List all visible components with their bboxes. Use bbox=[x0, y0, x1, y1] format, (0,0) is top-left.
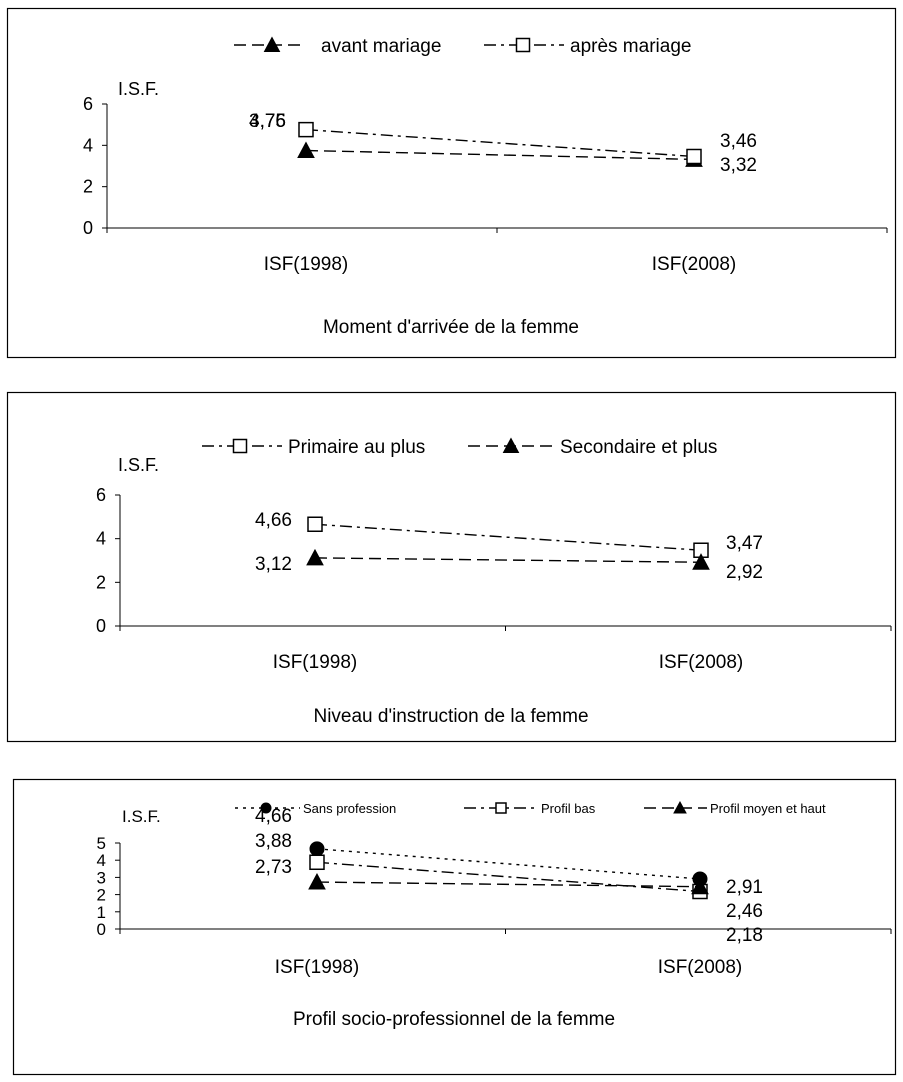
data-point bbox=[691, 877, 709, 895]
y-tick-label: 5 bbox=[97, 834, 106, 853]
data-label: 4,76 bbox=[249, 111, 286, 132]
y-axis-label: I.S.F. bbox=[118, 455, 159, 475]
legend-label: avant mariage bbox=[321, 36, 441, 57]
data-label: 3,32 bbox=[720, 155, 757, 176]
x-tick-label: ISF(2008) bbox=[658, 957, 742, 978]
series-1: 3,75 3,32 bbox=[249, 111, 757, 176]
legend-marker bbox=[673, 800, 687, 814]
series-line bbox=[316, 861, 701, 893]
y-tick-label: 0 bbox=[96, 616, 106, 636]
chart-frame bbox=[6, 391, 897, 743]
data-label: 2,18 bbox=[726, 925, 763, 946]
data-point bbox=[306, 548, 324, 566]
series-line bbox=[316, 881, 701, 888]
legend: avant mariage après mariage bbox=[234, 36, 691, 57]
series-3: 2,73 2,46 bbox=[255, 857, 763, 922]
chart-2: 0 2 4 6 I.S.F. ISF(1998) ISF(2008) Niveau d'ins… bbox=[6, 391, 897, 743]
series-line bbox=[316, 848, 701, 880]
y-tick-label: 6 bbox=[96, 485, 106, 505]
legend: Sans profession Profil bas Profil moyen et… bbox=[235, 800, 826, 816]
y-tick-label: 2 bbox=[96, 572, 106, 592]
series-line bbox=[305, 149, 695, 161]
series-line bbox=[314, 523, 702, 551]
chart-frame bbox=[12, 778, 897, 1076]
y-tick-label: 1 bbox=[97, 903, 106, 922]
data-label: 2,46 bbox=[726, 901, 763, 922]
data-point bbox=[307, 516, 323, 533]
x-axis-label: Profil socio-professionnel de la femme bbox=[293, 1009, 615, 1030]
y-tick-label: 4 bbox=[97, 851, 106, 870]
chart-1: 0 2 4 6 I.S.F. ISF(1998) ISF(2008) Moment d'arr… bbox=[6, 7, 897, 359]
data-label: 2,91 bbox=[726, 877, 763, 898]
legend-marker bbox=[502, 437, 520, 453]
data-label: 4,66 bbox=[255, 510, 292, 531]
data-point bbox=[308, 872, 326, 890]
y-axis-label: I.S.F. bbox=[122, 807, 161, 826]
series-1: 4,66 2,91 bbox=[255, 806, 763, 898]
data-label: 3,12 bbox=[255, 554, 292, 575]
data-label: 3,47 bbox=[726, 533, 763, 554]
series-2: 4,76 3,46 bbox=[249, 111, 757, 165]
legend-label: Primaire au plus bbox=[288, 437, 425, 458]
x-tick-label: ISF(1998) bbox=[275, 957, 359, 978]
x-tick-label: ISF(2008) bbox=[659, 652, 743, 673]
series-1: 4,66 3,47 bbox=[255, 510, 763, 558]
y-tick-label: 2 bbox=[83, 177, 93, 197]
data-point bbox=[309, 854, 325, 871]
legend-label: Profil bas bbox=[541, 801, 596, 816]
x-tick-label: ISF(2008) bbox=[652, 254, 736, 275]
x-tick-label: ISF(1998) bbox=[273, 652, 357, 673]
data-point bbox=[309, 841, 325, 857]
y-tick-label: 4 bbox=[96, 529, 106, 549]
legend-label: Profil moyen et haut bbox=[710, 801, 826, 816]
legend: Primaire au plus Secondaire et plus bbox=[202, 437, 717, 458]
legend-marker bbox=[260, 802, 272, 814]
y-tick-label: 0 bbox=[83, 218, 93, 238]
data-label: 3,46 bbox=[720, 131, 757, 152]
data-label: 2,92 bbox=[726, 562, 763, 583]
legend-marker bbox=[515, 37, 531, 53]
chart-frame bbox=[6, 7, 897, 359]
data-label: 2,73 bbox=[255, 857, 292, 878]
y-tick-label: 2 bbox=[97, 886, 106, 905]
legend-label: après mariage bbox=[570, 36, 691, 57]
series-line bbox=[305, 128, 695, 158]
x-axis-label: Moment d'arrivée de la femme bbox=[323, 317, 579, 338]
legend-label: Sans profession bbox=[303, 801, 396, 816]
data-label: 3,75 bbox=[249, 111, 286, 132]
y-tick-label: 6 bbox=[83, 94, 93, 114]
series-line bbox=[314, 557, 702, 563]
legend-marker bbox=[263, 36, 281, 52]
data-point bbox=[686, 148, 702, 165]
y-tick-label: 3 bbox=[97, 868, 106, 887]
y-tick-label: 4 bbox=[83, 135, 93, 155]
legend-marker bbox=[232, 438, 248, 454]
legend-label: Secondaire et plus bbox=[560, 437, 717, 458]
legend-marker bbox=[495, 802, 507, 814]
data-point bbox=[298, 121, 314, 138]
data-point bbox=[297, 141, 315, 158]
data-label: 4,66 bbox=[255, 806, 292, 827]
series-2: 3,12 2,92 bbox=[255, 548, 763, 583]
x-axis-label: Niveau d'instruction de la femme bbox=[313, 706, 588, 727]
y-tick-label: 0 bbox=[97, 920, 106, 939]
y-axis-label: I.S.F. bbox=[118, 79, 159, 99]
data-label: 3,88 bbox=[255, 831, 292, 852]
x-tick-label: ISF(1998) bbox=[264, 254, 348, 275]
data-point bbox=[692, 553, 710, 570]
